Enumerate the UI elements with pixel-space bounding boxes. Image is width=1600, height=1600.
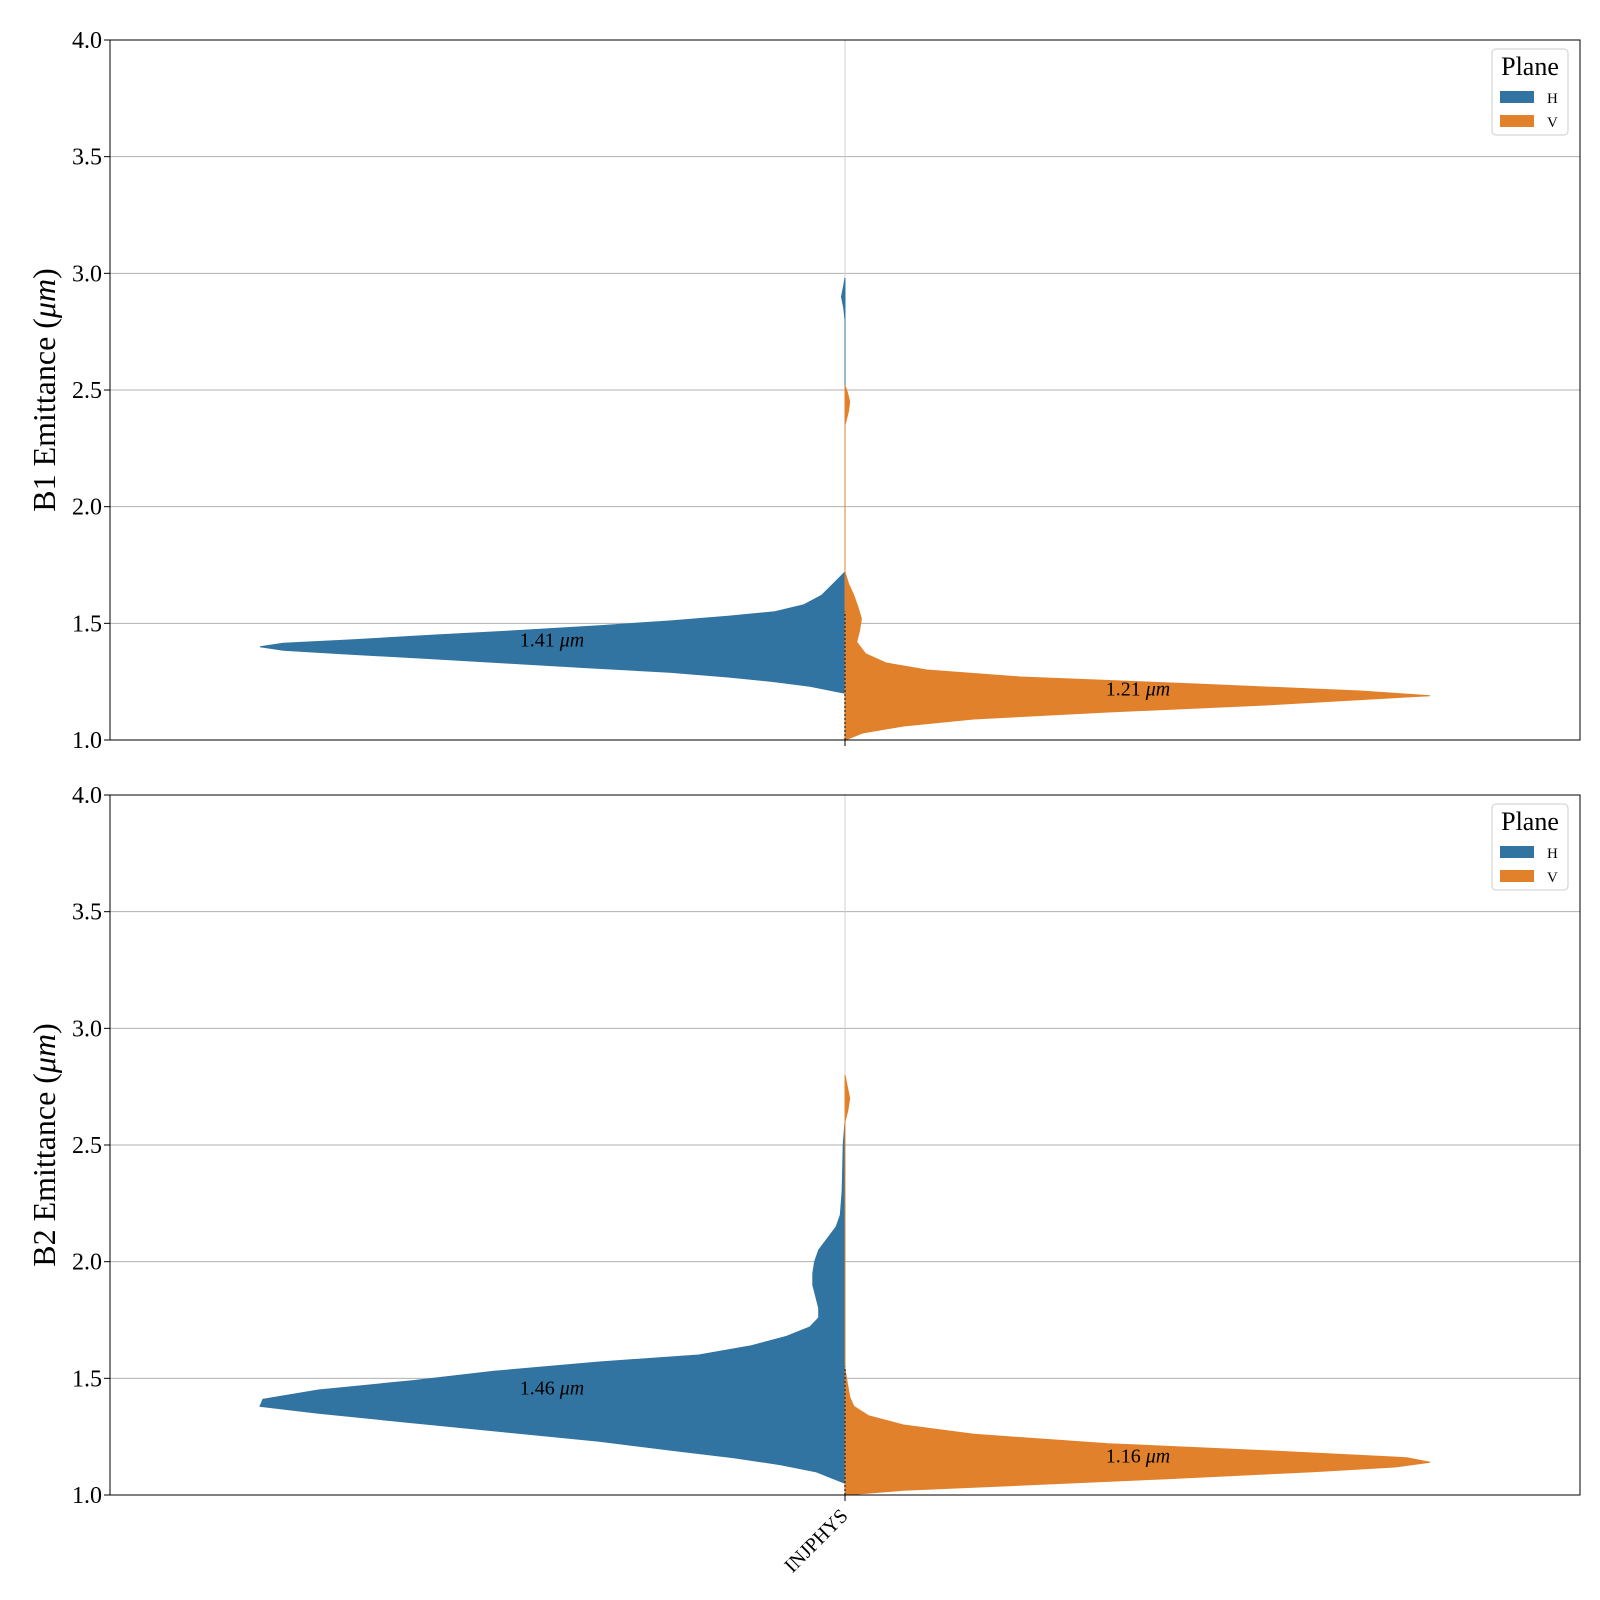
y-tick-label: 3.0 [72, 1016, 102, 1042]
y-axis-unit: μm [26, 1034, 62, 1074]
y-tick-label: 4.0 [72, 28, 102, 54]
violin-v [844, 1074, 1431, 1496]
legend: Plane HV [1491, 48, 1569, 136]
violin-h [259, 1121, 846, 1485]
legend-label-h: H [1547, 91, 1558, 107]
median-label-h: 1.41 μm [520, 630, 584, 652]
median-label-unit: μm [1145, 679, 1170, 701]
y-tick-label: 1.0 [72, 1483, 102, 1509]
legend-label-v: V [1547, 870, 1558, 886]
y-tick-label: 3.5 [72, 145, 102, 171]
median-label-unit: μm [1145, 1445, 1170, 1467]
median-label-h: 1.46 μm [520, 1378, 584, 1400]
legend-label-v: V [1547, 115, 1558, 131]
y-tick-label: 2.5 [72, 378, 102, 404]
median-label-unit: μm [559, 1378, 584, 1400]
median-label-unit: μm [559, 630, 584, 652]
legend-label-h: H [1547, 846, 1558, 862]
y-tick-label: 1.0 [72, 728, 102, 754]
legend-swatch-h [1500, 846, 1534, 858]
y-axis-label-close: ) [26, 268, 62, 279]
legend-title: Plane [1501, 807, 1559, 836]
y-axis-label-close: ) [26, 1023, 62, 1034]
y-tick-label: 2.0 [72, 1250, 102, 1276]
y-tick-label: 3.0 [72, 261, 102, 287]
y-tick-label: 1.5 [72, 1366, 102, 1392]
median-label-v: 1.21 μm [1106, 679, 1170, 701]
y-axis-label: B1 Emittance (μm) [26, 268, 62, 512]
y-axis-label: B2 Emittance (μm) [26, 1023, 62, 1267]
legend-swatch-v [1500, 870, 1534, 882]
y-tick-label: 2.5 [72, 1133, 102, 1159]
y-tick-label: 3.5 [72, 900, 102, 926]
y-axis-unit: μm [26, 279, 62, 319]
median-label-v: 1.16 μm [1106, 1445, 1170, 1467]
legend-title: Plane [1501, 52, 1559, 81]
y-tick-label: 4.0 [72, 783, 102, 809]
panel-b1: 1.0 1.5 2.0 2.5 3.0 3.5 4.0 1.41 μm 1.21 μm B1 Em… [26, 28, 1581, 754]
legend-swatch-v [1500, 115, 1534, 127]
violin-h [259, 277, 846, 694]
panel-b2: 1.0 1.5 2.0 2.5 3.0 3.5 4.0 1.46 μm 1.16 μm B2 Em… [26, 783, 1581, 1509]
y-tick-label: 1.5 [72, 611, 102, 637]
legend: Plane HV [1491, 803, 1569, 891]
legend-swatch-h [1500, 91, 1534, 103]
violin-v [844, 385, 1431, 741]
y-tick-label: 2.0 [72, 495, 102, 521]
category-label-injphys: INJPHYS [780, 1505, 852, 1577]
